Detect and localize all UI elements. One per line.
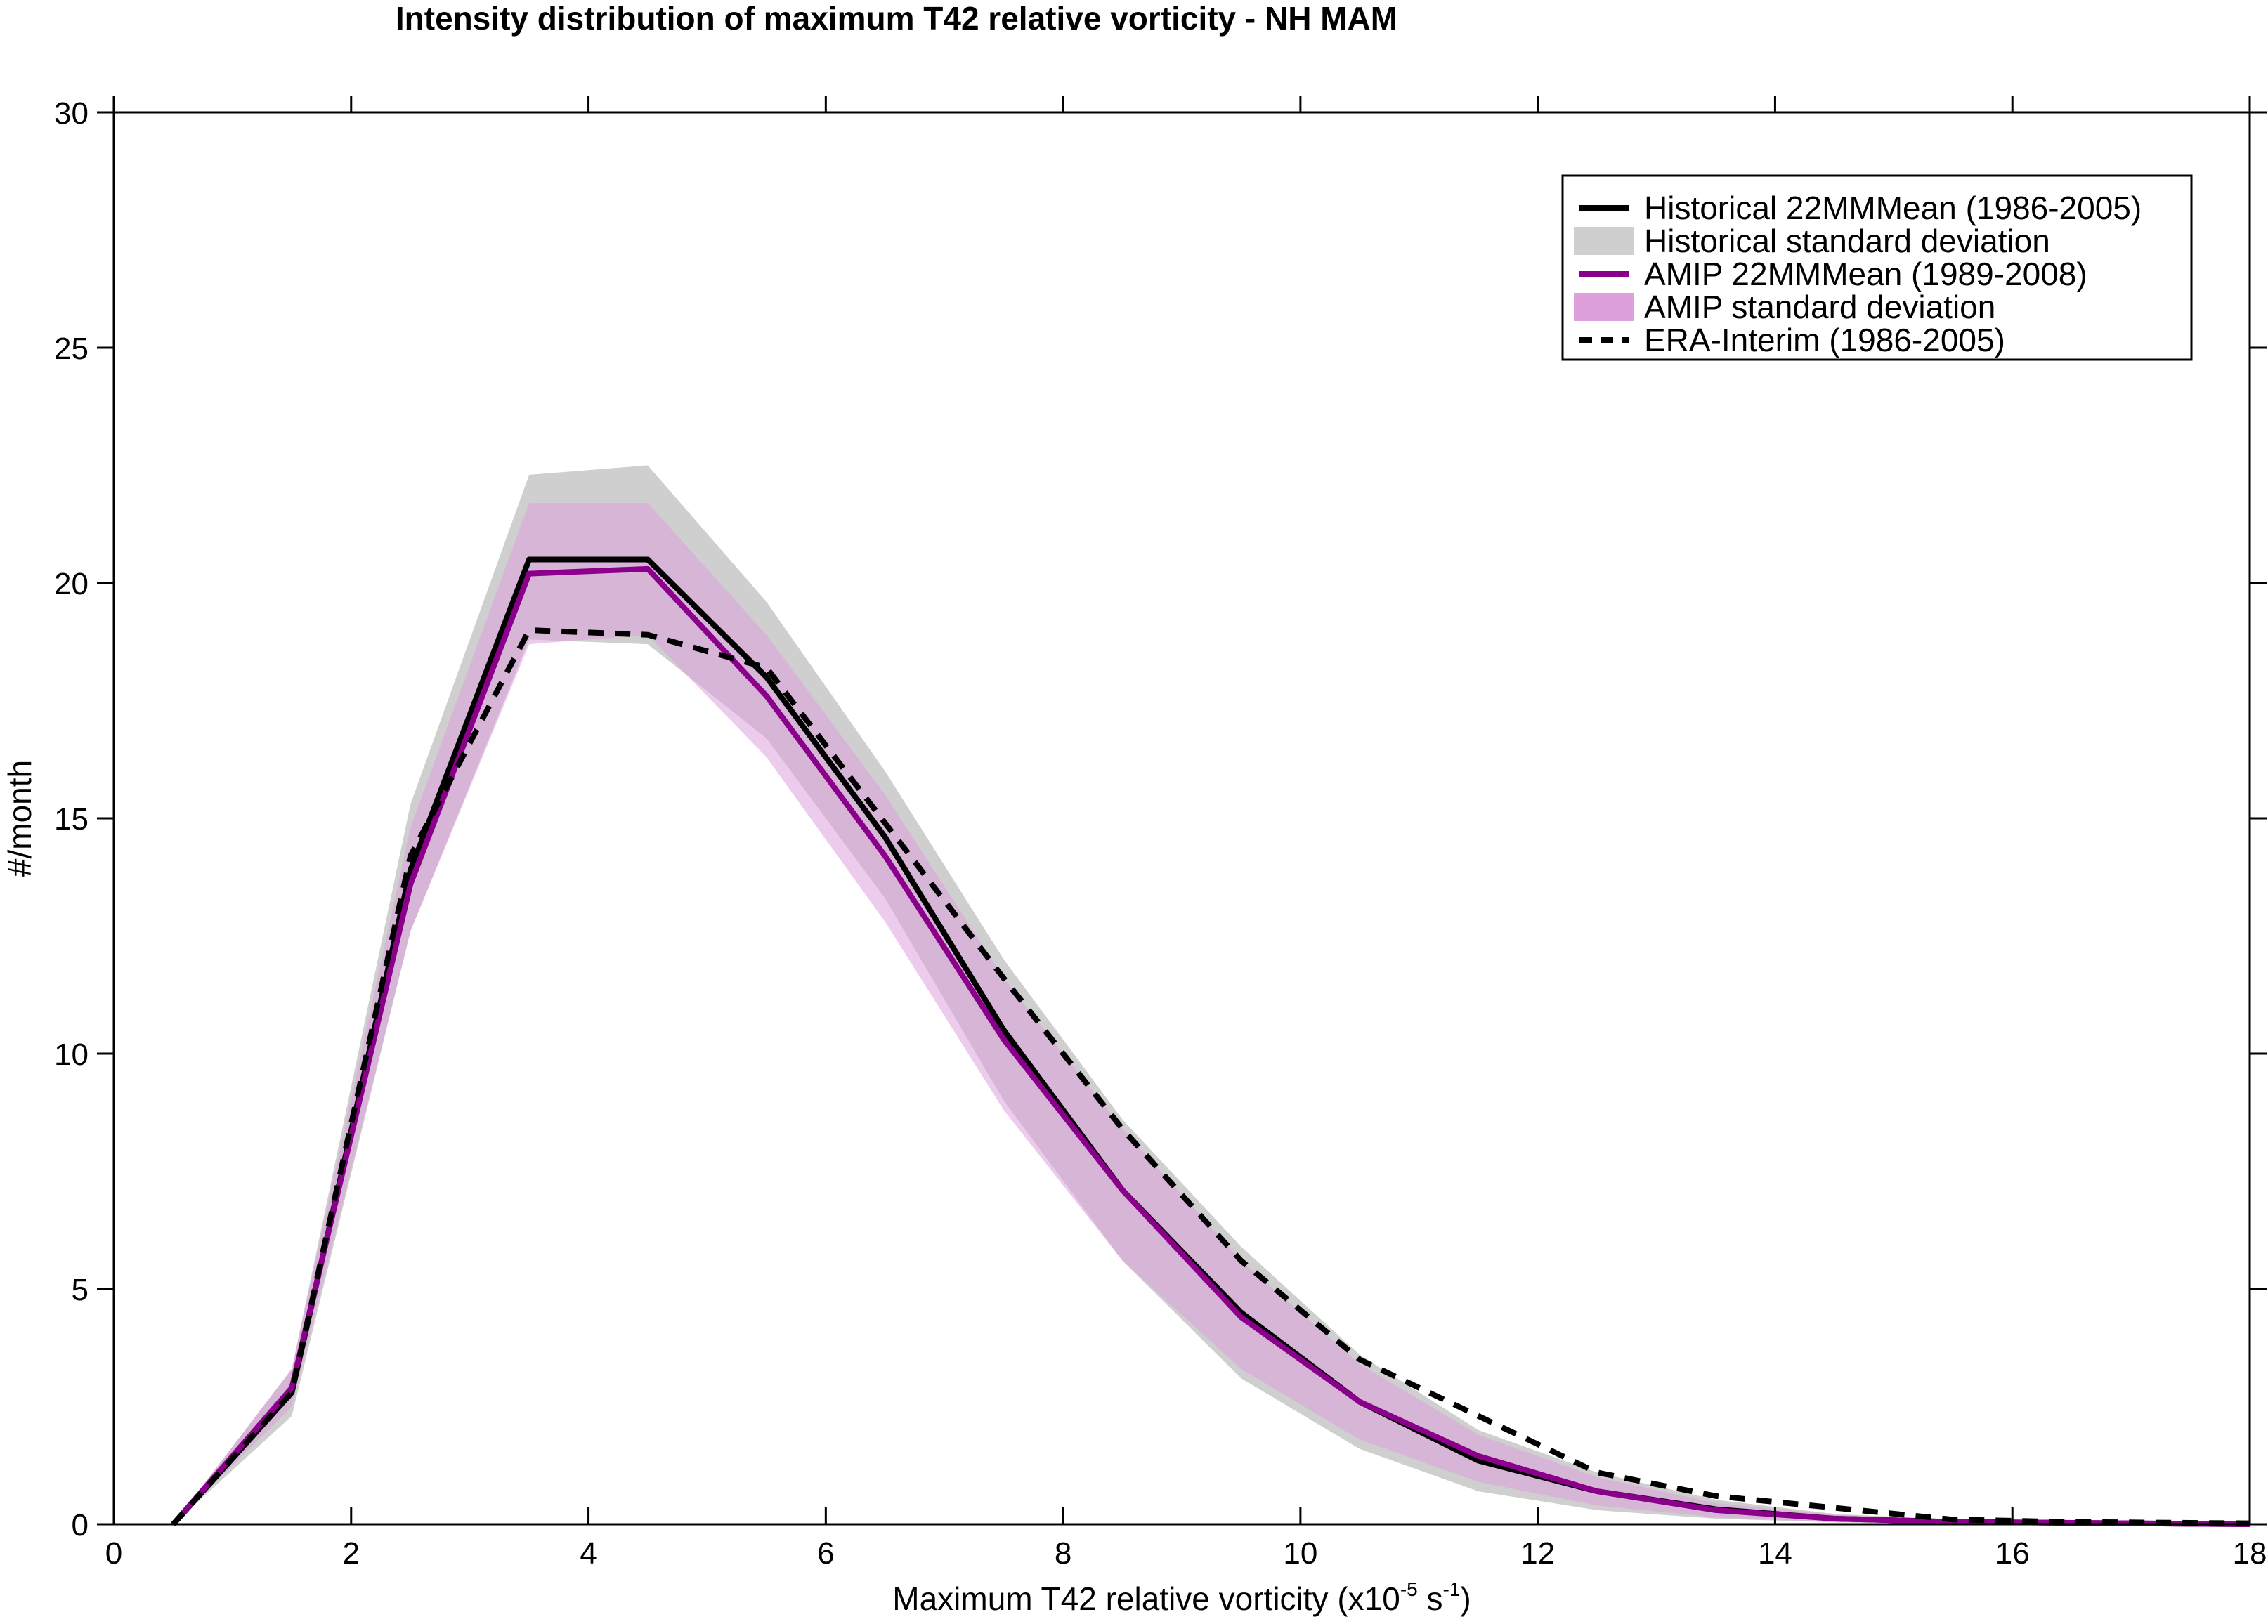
- x-tick-label: 6: [817, 1536, 834, 1571]
- legend: Historical 22MMMean (1986-2005)Historica…: [1561, 174, 2193, 361]
- legend-label-4: ERA-Interim (1986-2005): [1644, 322, 2005, 358]
- legend-label-1: Historical standard deviation: [1644, 223, 2050, 259]
- x-tick-label: 12: [1520, 1536, 1555, 1571]
- x-tick-label: 4: [580, 1536, 597, 1571]
- x-tick-label: 2: [343, 1536, 360, 1571]
- y-tick-label: 15: [54, 802, 89, 837]
- y-tick-label: 25: [54, 332, 89, 366]
- y-tick-label: 5: [72, 1273, 89, 1307]
- x-tick-label: 14: [1758, 1536, 1792, 1571]
- y-tick-label: 30: [54, 96, 89, 131]
- legend-swatch-3: [1574, 293, 1634, 321]
- x-axis-label: Maximum T42 relative vorticity (x10-5 s-…: [892, 1578, 1471, 1617]
- y-tick-label: 10: [54, 1037, 89, 1072]
- y-tick-label: 0: [72, 1508, 89, 1543]
- x-tick-label: 0: [105, 1536, 122, 1571]
- x-tick-label: 16: [1995, 1536, 2030, 1571]
- legend-label-3: AMIP standard deviation: [1644, 289, 1995, 325]
- legend-label-0: Historical 22MMMean (1986-2005): [1644, 190, 2142, 226]
- band-1: [173, 465, 2250, 1524]
- y-axis-label: #/month: [1, 760, 38, 877]
- chart-title: Intensity distribution of maximum T42 re…: [396, 0, 1397, 37]
- std-bands: [173, 465, 2250, 1524]
- legend-label-2: AMIP 22MMMean (1989-2008): [1644, 256, 2087, 292]
- x-tick-label: 8: [1055, 1536, 1071, 1571]
- x-tick-label: 10: [1283, 1536, 1317, 1571]
- legend-swatch-1: [1574, 227, 1634, 255]
- x-tick-label: 18: [2233, 1536, 2267, 1571]
- x-axis: 0 2 4 6 8 10 12 14 16 18: [105, 96, 2267, 1571]
- band-3: [173, 503, 2250, 1524]
- line-4: [171, 627, 2250, 1526]
- y-tick-label: 20: [54, 567, 89, 601]
- y-axis: 0 5 10 15 20 25 30: [54, 96, 2267, 1543]
- series-lines: [171, 556, 2250, 1527]
- legend-box: [1561, 174, 2193, 361]
